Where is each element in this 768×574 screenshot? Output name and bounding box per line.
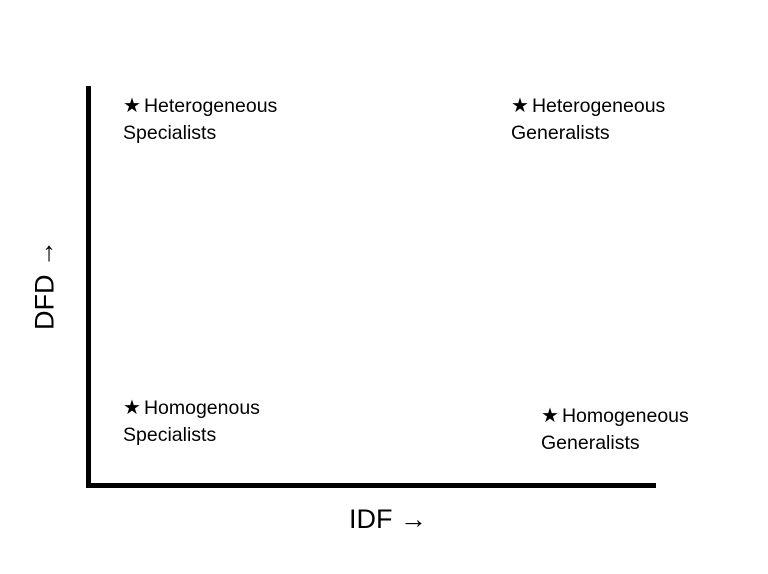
quadrant-line1: Homogenous [143, 397, 260, 419]
quadrant-title: ★ Homogeneous [541, 402, 689, 430]
quadrant-line2: Generalists [541, 432, 640, 454]
quadrant-line2: Generalists [511, 122, 610, 144]
quadrant-line1: Heterogeneous [143, 95, 278, 117]
quadrant-heterogeneous-generalists: ★ Heterogeneous Generalists [511, 92, 665, 147]
quadrant-homogeneous-generalists: ★ Homogeneous Generalists [541, 402, 689, 457]
x-axis-line [86, 483, 656, 488]
star-icon: ★ [123, 93, 141, 117]
quadrant-line1: Heterogeneous [531, 95, 666, 117]
quadrant-title: ★ Heterogeneous [511, 92, 665, 120]
quadrant-heterogeneous-specialists: ★ Heterogeneous Specialists [123, 92, 277, 147]
quadrant-title: ★ Heterogeneous [123, 92, 277, 120]
x-axis-label: IDF → [349, 504, 427, 534]
y-axis-label: DFD → [29, 240, 60, 330]
star-icon: ★ [541, 403, 559, 427]
quadrant-homogenous-specialists: ★ Homogenous Specialists [123, 394, 260, 449]
y-axis-line [86, 86, 91, 488]
quadrant-title: ★ Homogenous [123, 394, 260, 422]
star-icon: ★ [123, 395, 141, 419]
quadrant-line2: Specialists [123, 424, 217, 446]
quadrant-line2: Specialists [123, 122, 217, 144]
star-icon: ★ [511, 93, 529, 117]
quadrant-line1: Homogeneous [561, 405, 689, 427]
